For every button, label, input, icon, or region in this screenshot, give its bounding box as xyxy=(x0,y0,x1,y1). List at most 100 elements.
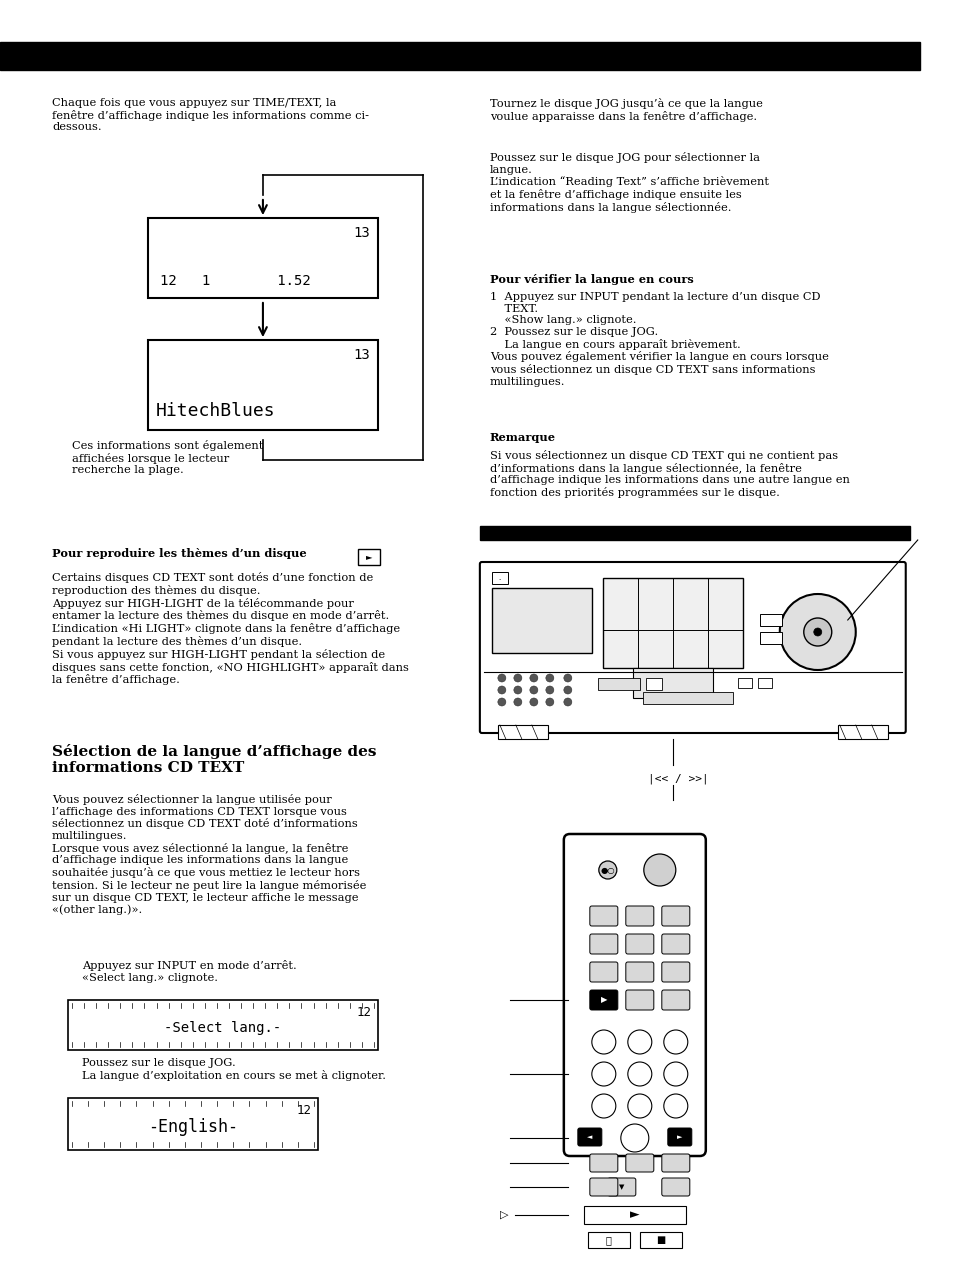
Text: ►: ► xyxy=(629,1209,639,1222)
Bar xyxy=(837,725,887,739)
Circle shape xyxy=(813,628,821,636)
Bar xyxy=(632,668,712,698)
Circle shape xyxy=(529,685,537,694)
Bar xyxy=(639,1232,681,1249)
FancyBboxPatch shape xyxy=(661,1154,689,1172)
Bar xyxy=(645,678,661,691)
Circle shape xyxy=(497,685,505,694)
FancyBboxPatch shape xyxy=(661,962,689,982)
Bar xyxy=(479,526,909,540)
FancyBboxPatch shape xyxy=(589,906,618,926)
FancyBboxPatch shape xyxy=(661,906,689,926)
Circle shape xyxy=(563,685,571,694)
Text: Ces informations sont également
affichées lorsque le lecteur
recherche la plage.: Ces informations sont également affichée… xyxy=(71,440,263,475)
Circle shape xyxy=(627,1063,651,1085)
FancyBboxPatch shape xyxy=(607,1178,635,1196)
Bar xyxy=(737,678,751,688)
Text: 12: 12 xyxy=(296,1105,312,1117)
Text: Pour vérifier la langue en cours: Pour vérifier la langue en cours xyxy=(489,274,693,285)
Bar xyxy=(357,549,379,564)
Text: 12   1        1.52: 12 1 1.52 xyxy=(160,274,311,288)
Circle shape xyxy=(545,674,554,682)
Bar xyxy=(759,614,781,626)
Circle shape xyxy=(591,1094,616,1119)
Bar xyxy=(68,1098,317,1150)
Circle shape xyxy=(643,854,675,885)
Circle shape xyxy=(663,1094,687,1119)
Bar xyxy=(602,578,742,668)
Text: Sélection de la langue d’affichage des
informations CD TEXT: Sélection de la langue d’affichage des i… xyxy=(51,744,376,775)
Bar xyxy=(148,340,377,431)
Text: Poussez sur le disque JOG.
La langue d’exploitation en cours se met à clignoter.: Poussez sur le disque JOG. La langue d’e… xyxy=(82,1057,386,1080)
Bar xyxy=(598,678,639,691)
FancyBboxPatch shape xyxy=(661,934,689,954)
Circle shape xyxy=(803,618,831,646)
Text: HitechBlues: HitechBlues xyxy=(155,403,275,420)
Bar xyxy=(492,589,591,654)
Text: Vous pouvez sélectionner la langue utilisée pour
l’affichage des informations CD: Vous pouvez sélectionner la langue utili… xyxy=(51,794,366,915)
Circle shape xyxy=(663,1029,687,1054)
Text: -Select lang.-: -Select lang.- xyxy=(164,1020,281,1034)
Bar xyxy=(148,218,377,298)
FancyBboxPatch shape xyxy=(589,1154,618,1172)
Text: Si vous sélectionnez un disque CD TEXT qui ne contient pas
d’informations dans l: Si vous sélectionnez un disque CD TEXT q… xyxy=(489,450,849,498)
Text: ⏸: ⏸ xyxy=(605,1235,611,1245)
Bar xyxy=(497,725,547,739)
Text: ■: ■ xyxy=(656,1235,665,1245)
Bar xyxy=(587,1232,629,1249)
FancyBboxPatch shape xyxy=(589,990,618,1010)
FancyBboxPatch shape xyxy=(563,834,705,1156)
Circle shape xyxy=(591,1063,616,1085)
Circle shape xyxy=(620,1124,648,1152)
Circle shape xyxy=(545,685,554,694)
Circle shape xyxy=(598,861,617,879)
Text: Pour reproduire les thèmes d’un disque: Pour reproduire les thèmes d’un disque xyxy=(51,548,311,559)
Text: ►: ► xyxy=(365,553,372,562)
FancyBboxPatch shape xyxy=(625,1154,653,1172)
Circle shape xyxy=(627,1029,651,1054)
Text: ..: .. xyxy=(497,576,501,581)
Bar xyxy=(757,678,771,688)
Text: ▼: ▼ xyxy=(618,1184,624,1190)
Text: 1  Appuyez sur INPUT pendant la lecture d’un disque CD
    TEXT.
    «Show lang.: 1 Appuyez sur INPUT pendant la lecture d… xyxy=(489,292,828,387)
FancyBboxPatch shape xyxy=(625,934,653,954)
Circle shape xyxy=(591,1029,616,1054)
Bar xyxy=(583,1206,685,1224)
Text: ►: ► xyxy=(677,1134,681,1140)
Text: 13: 13 xyxy=(353,348,370,362)
FancyBboxPatch shape xyxy=(479,562,904,733)
Text: Chaque fois que vous appuyez sur TIME/TEXT, la
fenêtre d’affichage indique les i: Chaque fois que vous appuyez sur TIME/TE… xyxy=(51,98,369,132)
Bar xyxy=(492,572,507,583)
Bar xyxy=(759,632,781,643)
FancyBboxPatch shape xyxy=(625,962,653,982)
Circle shape xyxy=(514,685,521,694)
FancyBboxPatch shape xyxy=(667,1127,691,1147)
Text: ◄: ◄ xyxy=(586,1134,592,1140)
Circle shape xyxy=(529,698,537,706)
FancyBboxPatch shape xyxy=(578,1127,601,1147)
Circle shape xyxy=(663,1063,687,1085)
Circle shape xyxy=(497,674,505,682)
Circle shape xyxy=(779,594,855,670)
Circle shape xyxy=(529,674,537,682)
FancyBboxPatch shape xyxy=(661,990,689,1010)
Circle shape xyxy=(627,1094,651,1119)
Text: Certains disques CD TEXT sont dotés d’une fonction de
reproduction des thèmes du: Certains disques CD TEXT sont dotés d’un… xyxy=(51,572,409,685)
FancyBboxPatch shape xyxy=(625,906,653,926)
Circle shape xyxy=(514,674,521,682)
Text: 13: 13 xyxy=(353,225,370,240)
Circle shape xyxy=(497,698,505,706)
Text: Appuyez sur INPUT en mode d’arrêt.
«Select lang.» clignote.: Appuyez sur INPUT en mode d’arrêt. «Sele… xyxy=(82,961,296,982)
Text: 12: 12 xyxy=(356,1006,372,1019)
FancyBboxPatch shape xyxy=(661,1178,689,1196)
Text: -English-: -English- xyxy=(148,1119,237,1136)
Text: Remarque: Remarque xyxy=(489,432,556,443)
Text: ▷: ▷ xyxy=(499,1210,508,1220)
FancyBboxPatch shape xyxy=(625,990,653,1010)
Text: |<< / >>|: |<< / >>| xyxy=(647,773,708,784)
FancyBboxPatch shape xyxy=(589,1178,618,1196)
Text: ●○: ●○ xyxy=(600,865,615,874)
FancyBboxPatch shape xyxy=(589,962,618,982)
Text: Tournez le disque JOG jusqu’à ce que la langue
voulue apparaisse dans la fenêtre: Tournez le disque JOG jusqu’à ce que la … xyxy=(489,98,762,122)
Circle shape xyxy=(563,674,571,682)
